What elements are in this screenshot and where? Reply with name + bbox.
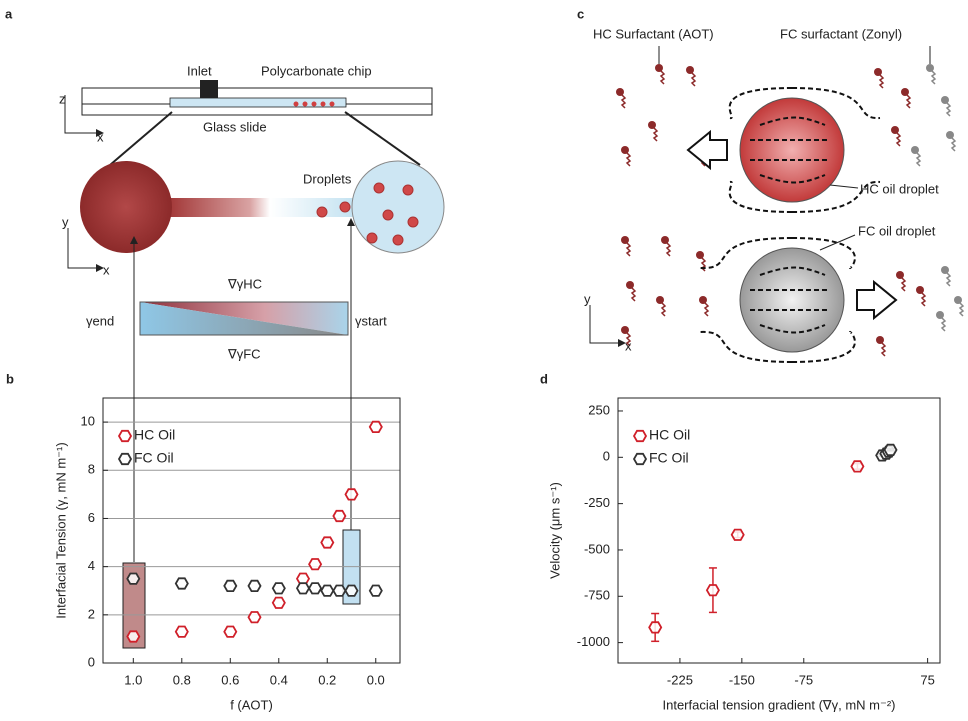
y-tick-label: -750 (584, 588, 610, 603)
point (649, 622, 661, 632)
point (321, 537, 333, 547)
x-tick-label: -150 (729, 672, 755, 687)
label: z (59, 91, 66, 106)
label: ∇γFC (227, 346, 261, 361)
panel-label: b (6, 371, 14, 386)
point (176, 627, 188, 637)
label: FC surfactant (Zonyl) (780, 26, 902, 41)
x-tick-label: 1.0 (124, 672, 142, 687)
legend-label: FC Oil (649, 450, 689, 466)
label: HC Surfactant (AOT) (593, 26, 714, 41)
legend-marker (119, 454, 131, 464)
label: Polycarbonate chip (261, 63, 372, 78)
point (273, 583, 285, 593)
x-tick-label: -75 (794, 672, 813, 687)
label: y (584, 291, 591, 306)
x-tick-label: -225 (667, 672, 693, 687)
y-tick-label: -1000 (577, 634, 610, 649)
label: Droplets (303, 171, 352, 186)
label: FC oil droplet (858, 223, 936, 238)
y-axis-label: Velocity (μm s⁻¹) (547, 482, 562, 579)
panel-label: a (5, 6, 13, 21)
point (297, 583, 309, 593)
legend-label: HC Oil (649, 427, 690, 443)
label: γend (86, 313, 114, 328)
channel (170, 98, 346, 107)
point (707, 585, 719, 595)
x-tick-label: 0.0 (367, 672, 385, 687)
label: HC oil droplet (860, 181, 939, 196)
motion-arrow (688, 132, 727, 168)
y-tick-label: 250 (588, 402, 610, 417)
point (333, 586, 345, 596)
legend-label: HC Oil (134, 427, 175, 443)
y-tick-label: -500 (584, 541, 610, 556)
y-tick-label: 10 (81, 414, 95, 429)
panel-label: c (577, 6, 584, 21)
point (370, 586, 382, 596)
point (732, 530, 744, 540)
channel-gradient (160, 198, 360, 217)
point (321, 586, 333, 596)
panel-c: c HC Surfactant (AOT) FC surfactant (Zon… (577, 6, 963, 362)
point (249, 612, 261, 622)
figure: a Inlet Polycarbonate chip Glass slide z… (0, 0, 968, 716)
label: γstart (355, 313, 387, 328)
point (309, 583, 321, 593)
label: x (625, 338, 632, 353)
legend-marker (119, 431, 131, 441)
label: Glass slide (203, 119, 267, 134)
inlet-port (200, 80, 218, 98)
point (885, 445, 897, 455)
point (346, 489, 358, 499)
point (273, 598, 285, 608)
zoom-line (110, 112, 172, 165)
point (127, 631, 139, 641)
y-axis-label: Interfacial Tension (γ, mN m⁻¹) (53, 442, 68, 618)
x-tick-label: 0.8 (173, 672, 191, 687)
y-tick-label: 2 (88, 606, 95, 621)
point (127, 574, 139, 584)
label: y (62, 214, 69, 229)
y-tick-label: 0 (603, 449, 610, 464)
motion-arrow (857, 282, 896, 318)
y-tick-label: 0 (88, 654, 95, 669)
x-axis-label: Interfacial tension gradient (∇γ, mN m⁻²… (662, 697, 895, 712)
fc-droplet (740, 248, 844, 352)
panel-label: d (540, 371, 548, 386)
pointer (830, 185, 858, 188)
point (333, 511, 345, 521)
x-axis-label: f (AOT) (230, 697, 273, 712)
zoom-line (345, 112, 420, 165)
inlet-chamber (80, 161, 172, 253)
axes-icon (590, 305, 622, 343)
legend-marker (634, 431, 646, 441)
label: x (97, 129, 104, 144)
x-tick-label: 0.2 (318, 672, 336, 687)
point (249, 581, 261, 591)
hc-droplet (740, 98, 844, 202)
legend-label: FC Oil (134, 450, 174, 466)
point (346, 586, 358, 596)
y-tick-label: 6 (88, 510, 95, 525)
point (224, 581, 236, 591)
point (370, 422, 382, 432)
point (176, 578, 188, 588)
label: x (103, 262, 110, 277)
legend-marker (634, 454, 646, 464)
point (851, 461, 863, 471)
point (224, 627, 236, 637)
point (309, 559, 321, 569)
x-tick-label: 0.4 (270, 672, 288, 687)
y-tick-label: 8 (88, 462, 95, 477)
label: Inlet (187, 63, 212, 78)
label: ∇γHC (227, 276, 262, 291)
panel-a: a Inlet Polycarbonate chip Glass slide z… (5, 6, 444, 562)
y-tick-label: 4 (88, 558, 95, 573)
y-tick-label: -250 (584, 495, 610, 510)
x-tick-label: 0.6 (221, 672, 239, 687)
x-tick-label: 75 (920, 672, 934, 687)
